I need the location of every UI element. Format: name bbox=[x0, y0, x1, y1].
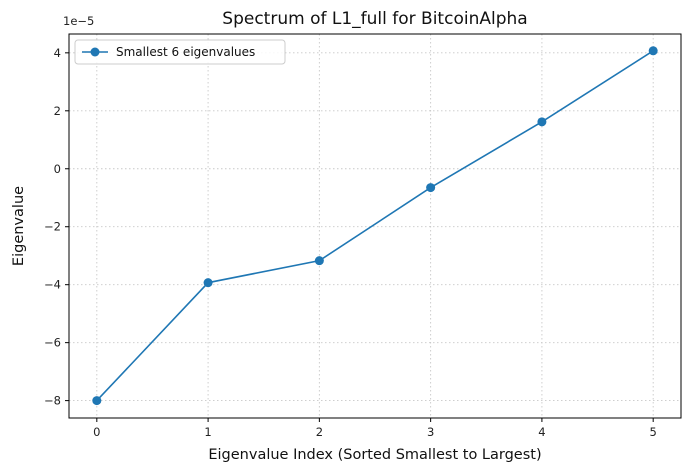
x-tick-label: 0 bbox=[93, 425, 100, 439]
series-layer bbox=[92, 46, 658, 406]
data-point bbox=[314, 256, 324, 266]
y-tick-label: −2 bbox=[44, 220, 61, 234]
data-point bbox=[203, 278, 213, 288]
x-tick-label: 4 bbox=[538, 425, 545, 439]
y-tick-label: 4 bbox=[54, 46, 61, 60]
legend: Smallest 6 eigenvalues bbox=[74, 39, 286, 65]
x-tick-label: 1 bbox=[204, 425, 211, 439]
y-offset-text: 1e−5 bbox=[63, 14, 94, 28]
y-axis-title: Eigenvalue bbox=[11, 186, 27, 266]
ticks: 0 1 2 3 4 5 −8 −6 −4 −2 0 2 4 bbox=[44, 46, 657, 439]
x-tick-label: 2 bbox=[316, 425, 323, 439]
grid bbox=[69, 34, 681, 418]
data-point bbox=[426, 183, 436, 193]
x-tick-label: 3 bbox=[427, 425, 434, 439]
y-tick-label: 2 bbox=[54, 104, 61, 118]
legend-box bbox=[74, 39, 286, 65]
legend-marker-swatch bbox=[90, 47, 100, 57]
data-point bbox=[648, 46, 658, 56]
y-tick-label: −4 bbox=[44, 278, 61, 292]
x-axis-title: Eigenvalue Index (Sorted Smallest to Lar… bbox=[208, 447, 541, 463]
data-point bbox=[537, 117, 547, 127]
legend-label: Smallest 6 eigenvalues bbox=[116, 45, 255, 59]
y-tick-label: −8 bbox=[44, 394, 61, 408]
plot-frame bbox=[68, 33, 682, 419]
y-tick-label: 0 bbox=[54, 162, 61, 176]
data-point bbox=[92, 396, 102, 406]
chart-title: Spectrum of L1_full for BitcoinAlpha bbox=[222, 9, 527, 29]
y-tick-label: −6 bbox=[44, 336, 61, 350]
x-tick-label: 5 bbox=[650, 425, 657, 439]
series-line bbox=[96, 50, 654, 402]
